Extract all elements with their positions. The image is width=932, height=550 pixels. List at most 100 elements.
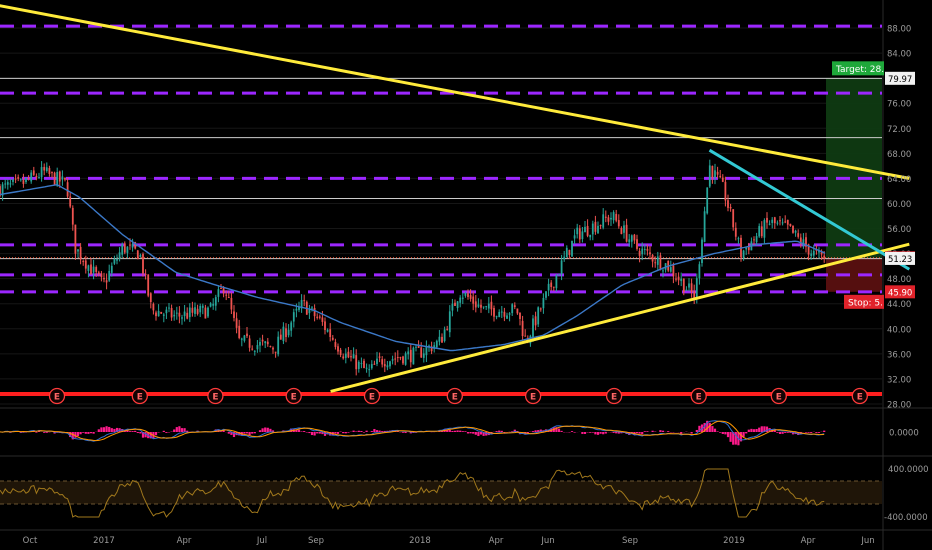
candle-body [54, 173, 56, 185]
candle-body [491, 302, 493, 310]
earnings-marker-letter: E [696, 393, 702, 403]
candle-body [36, 176, 38, 177]
candle-body [688, 283, 690, 287]
candle-body [257, 345, 259, 349]
candle-body [493, 308, 495, 317]
candle-body [574, 235, 576, 238]
time-tick-label: Jul [256, 536, 267, 546]
candle-body [649, 252, 651, 254]
earnings-marker-letter: E [369, 393, 375, 403]
candle-body [758, 226, 760, 236]
candle-body [400, 357, 402, 358]
candle-body [329, 329, 331, 337]
candle-body [332, 338, 334, 340]
candle-body [407, 351, 409, 354]
candle-body [743, 251, 745, 258]
candle-body [524, 336, 526, 337]
candle-body [641, 249, 643, 255]
candle-body [735, 228, 737, 237]
candle-body [558, 275, 560, 276]
candle-body [72, 208, 74, 225]
earnings-marker-letter: E [291, 393, 297, 403]
candle-body [184, 312, 186, 317]
candle-body [699, 264, 701, 278]
candle-body [784, 221, 786, 222]
candle-body [225, 295, 227, 296]
candle-body [725, 182, 727, 201]
candle-body [413, 348, 415, 365]
time-tick-label: Apr [177, 536, 192, 546]
earnings-marker-letter: E [530, 393, 536, 403]
candle-body [150, 293, 152, 302]
candle-body [10, 183, 12, 184]
candle-body [613, 212, 615, 220]
candle-body [522, 321, 524, 336]
candle-body [56, 172, 58, 186]
candle-body [670, 267, 672, 272]
candle-body [753, 239, 755, 240]
candle-body [766, 218, 768, 223]
candle-body [621, 228, 623, 234]
price-label-text: 51.23 [888, 255, 912, 265]
candle-body [506, 315, 508, 318]
candle-body [454, 303, 456, 306]
candle-body [504, 312, 506, 317]
candle-body [238, 326, 240, 338]
price-tick-label: 56.00 [887, 225, 911, 235]
candle-body [249, 338, 251, 347]
price-label: 45.90 [885, 285, 915, 298]
candle-body [423, 353, 425, 357]
candle-body [272, 348, 274, 350]
candle-body [566, 248, 568, 257]
candle-body [288, 330, 290, 336]
candle-body [192, 308, 194, 313]
candle-body [717, 172, 719, 175]
candle-body [371, 364, 373, 368]
candle-body [623, 225, 625, 232]
candle-body [277, 337, 279, 355]
candle-body [215, 297, 217, 306]
candle-body [732, 209, 734, 227]
candle-body [745, 248, 747, 250]
candle-body [233, 311, 235, 317]
candle-body [121, 245, 123, 255]
candle-body [124, 243, 126, 252]
candle-body [701, 240, 703, 263]
candle-body [582, 231, 584, 239]
earnings-marker-letter: E [857, 393, 863, 403]
candle-body [311, 307, 313, 308]
earnings-marker-letter: E [776, 393, 782, 403]
candle-body [787, 220, 789, 225]
candle-body [173, 315, 175, 317]
candle-body [46, 167, 48, 171]
candle-body [584, 227, 586, 232]
time-tick-label: Apr [801, 536, 816, 546]
earnings-marker: E [365, 389, 380, 404]
candle-body [296, 309, 298, 311]
candle-body [80, 247, 82, 260]
candle-body [545, 291, 547, 298]
candle-body [108, 271, 110, 281]
candle-body [212, 304, 214, 306]
candle-body [186, 313, 188, 319]
candle-body [114, 259, 116, 264]
candle-body [275, 352, 277, 353]
candle-body [537, 307, 539, 324]
candle-body [457, 301, 459, 308]
candle-body [116, 259, 118, 261]
candle-body [576, 228, 578, 235]
candle-body [696, 278, 698, 297]
candle-body [797, 233, 799, 237]
time-tick-label: Jun [860, 536, 874, 546]
candle-body [605, 217, 607, 218]
candle-body [337, 346, 339, 351]
candle-body [153, 304, 155, 310]
earnings-marker-letter: E [137, 393, 143, 403]
candle-body [589, 235, 591, 237]
candle-body [777, 223, 779, 224]
candle-body [348, 352, 350, 358]
candle-body [25, 178, 27, 182]
candle-body [470, 295, 472, 299]
candle-body [462, 298, 464, 299]
